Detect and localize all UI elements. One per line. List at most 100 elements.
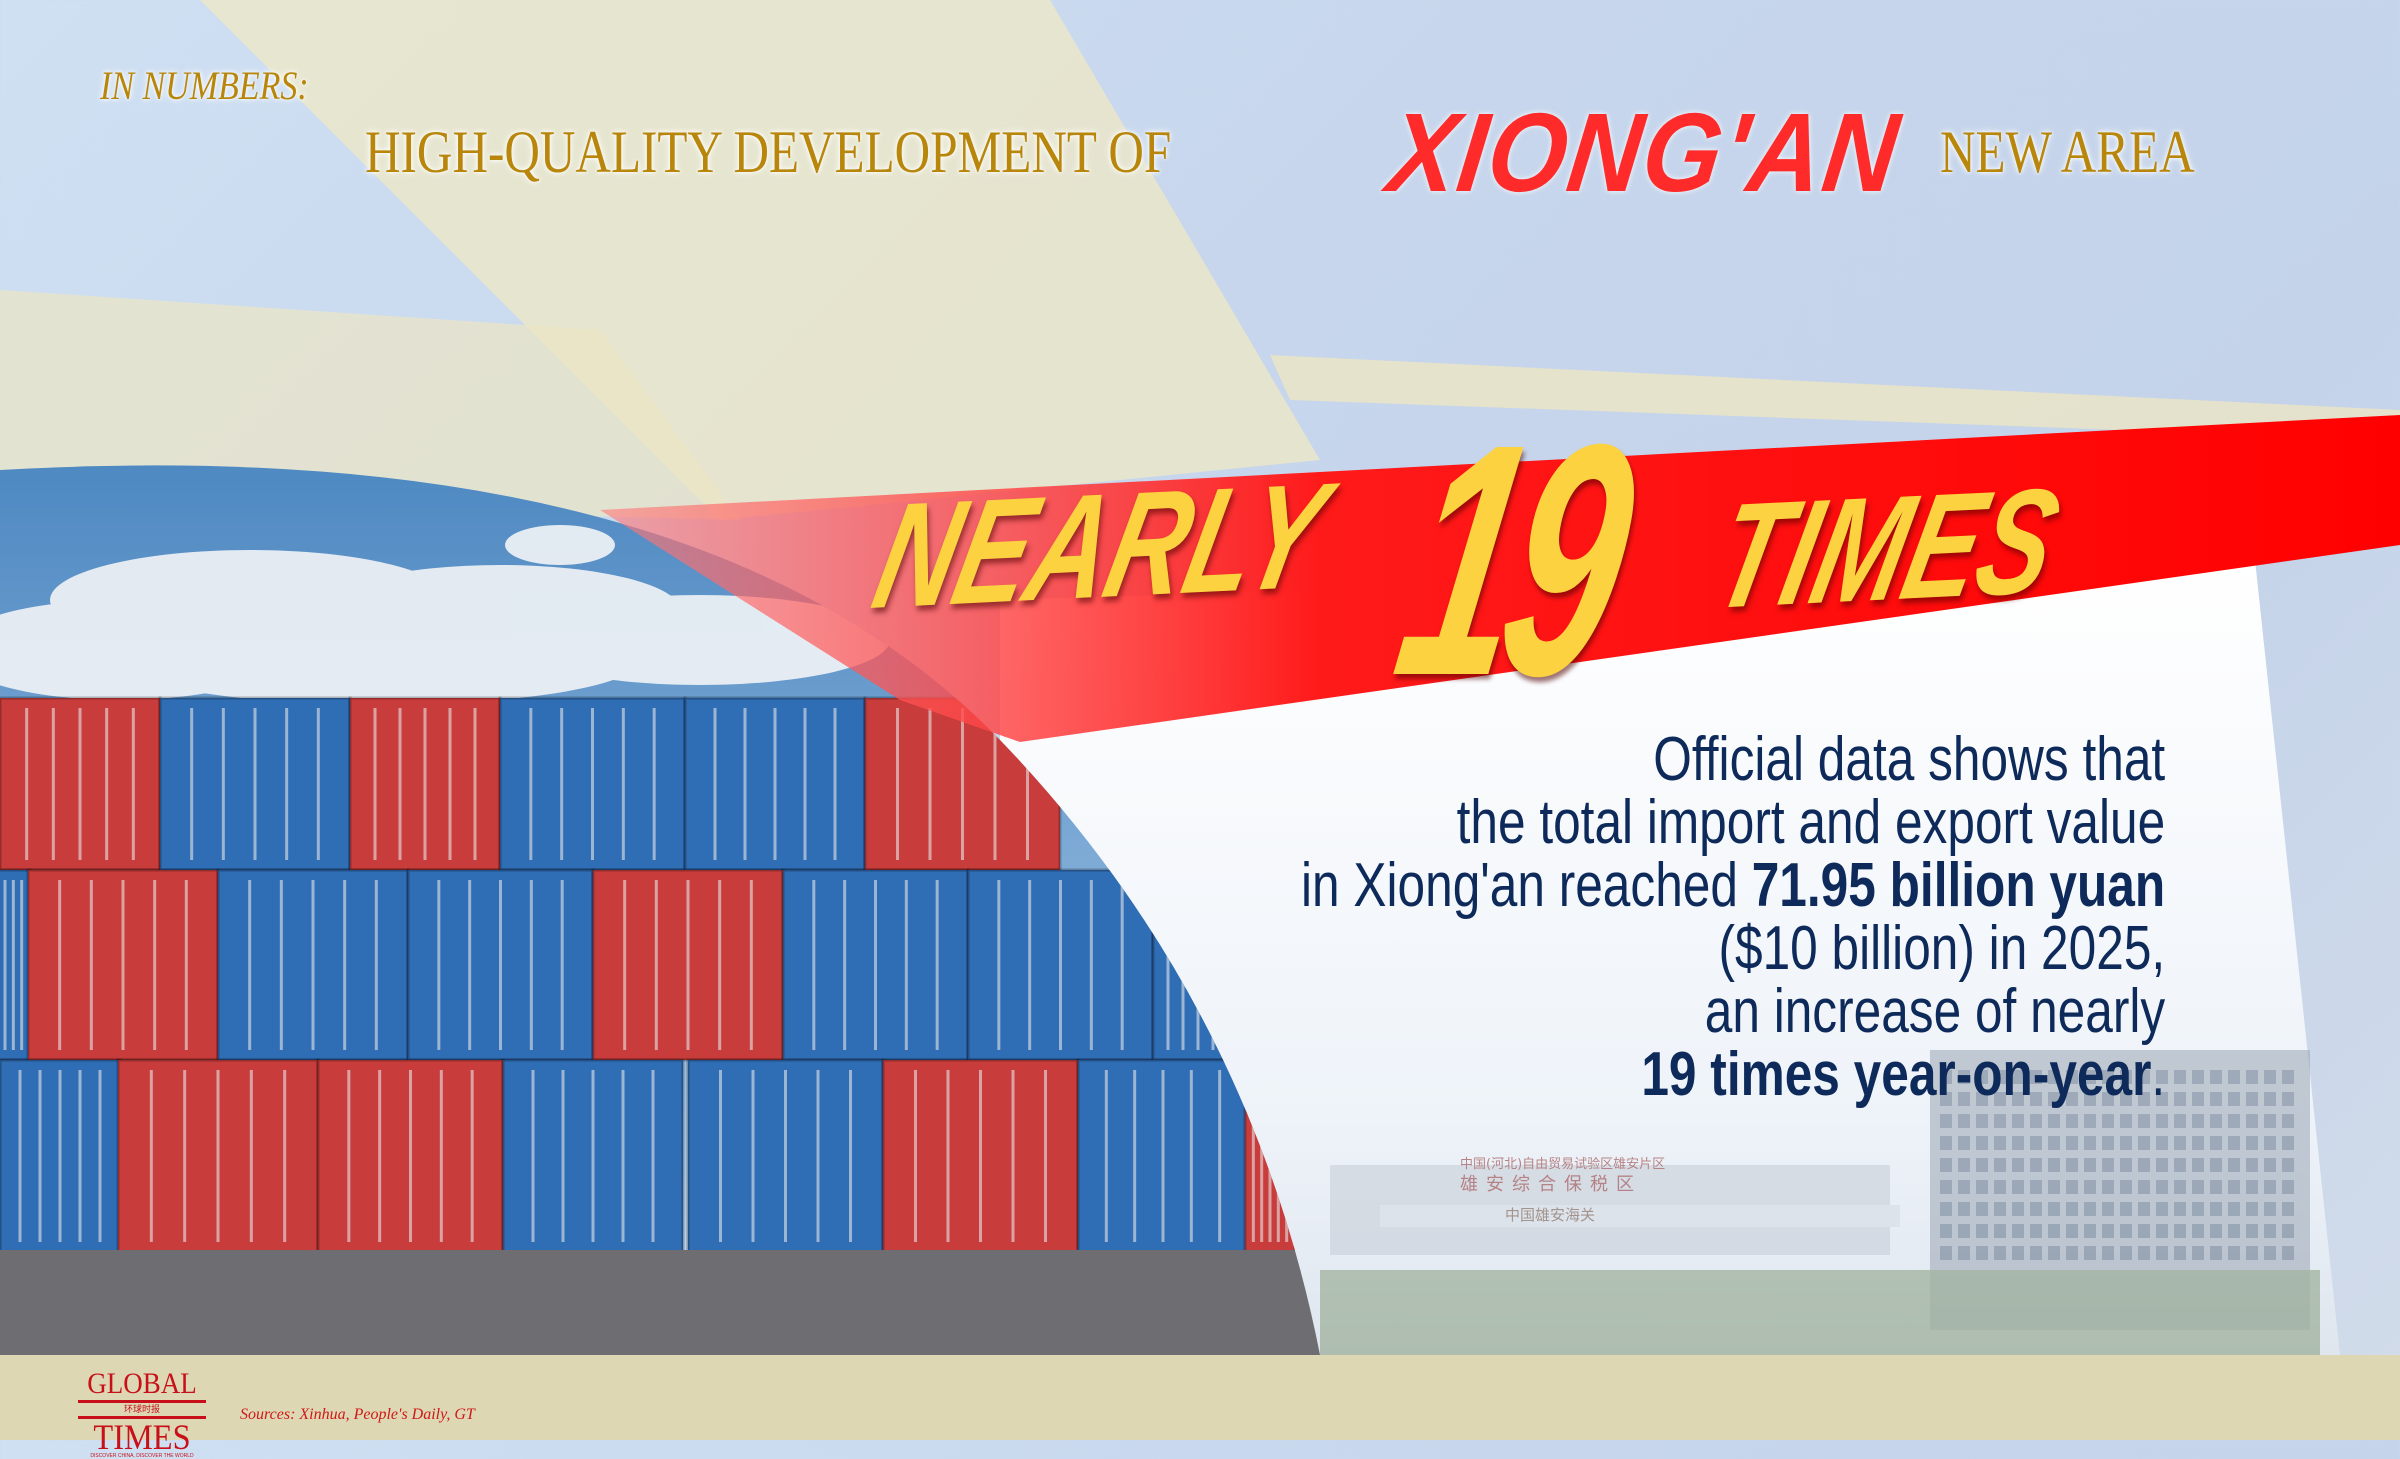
building-window [2102,1246,2114,1260]
building-window [2102,1202,2114,1216]
building-window [2102,1136,2114,1150]
building-window [2156,1180,2168,1194]
building-window [2012,1246,2024,1260]
building-window [2228,1224,2240,1238]
building-window [2210,1070,2222,1084]
building-window [2174,1246,2186,1260]
building-window [2228,1246,2240,1260]
logo-top: GLOBAL [87,1367,197,1400]
red-banner [600,415,2400,742]
building-window [2066,1224,2078,1238]
building-window [2012,1158,2024,1172]
building-window [2048,1224,2060,1238]
building-window [2228,1136,2240,1150]
building-window [1976,1224,1988,1238]
building-window [2282,1224,2294,1238]
building-window [2264,1246,2276,1260]
building-window [2228,1202,2240,1216]
building-window [2084,1114,2096,1128]
building-window [2102,1224,2114,1238]
building-window [2120,1114,2132,1128]
building-window [2192,1180,2204,1194]
building-window [2174,1114,2186,1128]
building-window [2138,1092,2150,1106]
building-window [2084,1092,2096,1106]
building-window [2192,1092,2204,1106]
building-window [2228,1092,2240,1106]
building-window [2012,1092,2024,1106]
building-window [1994,1136,2006,1150]
building-window [2174,1158,2186,1172]
building-window [2030,1158,2042,1172]
body-text-normal: in Xiong'an reached [1300,851,1752,920]
building-window [2066,1158,2078,1172]
building-window [2012,1180,2024,1194]
building-window [2102,1092,2114,1106]
body-period: . [2151,1040,2165,1109]
building-window [2210,1246,2222,1260]
building-photo: 中国(河北)自由贸易试验区雄安片区 雄安综合保税区 中国雄安海关 [1320,1050,2320,1355]
building-window [1940,1246,1952,1260]
building-window [2192,1136,2204,1150]
building-window [2156,1136,2168,1150]
building-window [2066,1136,2078,1150]
building-window [2156,1224,2168,1238]
building-window [2282,1202,2294,1216]
logo-divider [78,1416,206,1419]
building-window [2138,1202,2150,1216]
building-window [1958,1070,1970,1084]
building-window [1958,1246,1970,1260]
building-window [1958,1092,1970,1106]
building-window [2264,1180,2276,1194]
building-window [1940,1092,1952,1106]
building-window [2084,1224,2096,1238]
building-window [2282,1114,2294,1128]
building-window [1958,1180,1970,1194]
building-window [2246,1202,2258,1216]
building-window [2228,1114,2240,1128]
building-window [2048,1202,2060,1216]
building-window [2138,1158,2150,1172]
building-window [2138,1246,2150,1260]
building-window [2102,1180,2114,1194]
building-window [2192,1224,2204,1238]
light-beam [0,290,740,520]
building-window [2156,1158,2168,1172]
logo-chinese: 环球时报 [123,1404,160,1414]
building-window [2228,1070,2240,1084]
building-window [2264,1136,2276,1150]
building-window [2174,1070,2186,1084]
building-window [1958,1202,1970,1216]
building-window [2156,1246,2168,1260]
building-window [2174,1202,2186,1216]
building-window [2030,1136,2042,1150]
building-window [2228,1180,2240,1194]
building-window [2246,1158,2258,1172]
building-window [2102,1070,2114,1084]
building-window [2120,1092,2132,1106]
building-window [2030,1202,2042,1216]
building-window [2030,1180,2042,1194]
building-window [1976,1136,1988,1150]
building-window [2084,1246,2096,1260]
building-window [1994,1092,2006,1106]
global-times-logo: GLOBAL 环球时报 TIMES DISCOVER CHINA, DISCOV… [78,1367,206,1459]
light-beam [200,0,1320,520]
building-window [2030,1114,2042,1128]
body-text: Official data shows that the total impor… [1301,728,2165,1106]
building-window [2246,1224,2258,1238]
building-window [2066,1070,2078,1084]
body-line: ($10 billion) in 2025, [1718,914,2165,983]
building-window [1940,1136,1952,1150]
building-window [2264,1158,2276,1172]
building-window [2066,1202,2078,1216]
building-window [2138,1070,2150,1084]
building-window [1976,1070,1988,1084]
building-window [1958,1136,1970,1150]
building-window [2012,1114,2024,1128]
building-window [2138,1224,2150,1238]
building-window [2210,1202,2222,1216]
building-window [2228,1158,2240,1172]
building-window [1976,1092,1988,1106]
building-window [1976,1246,1988,1260]
